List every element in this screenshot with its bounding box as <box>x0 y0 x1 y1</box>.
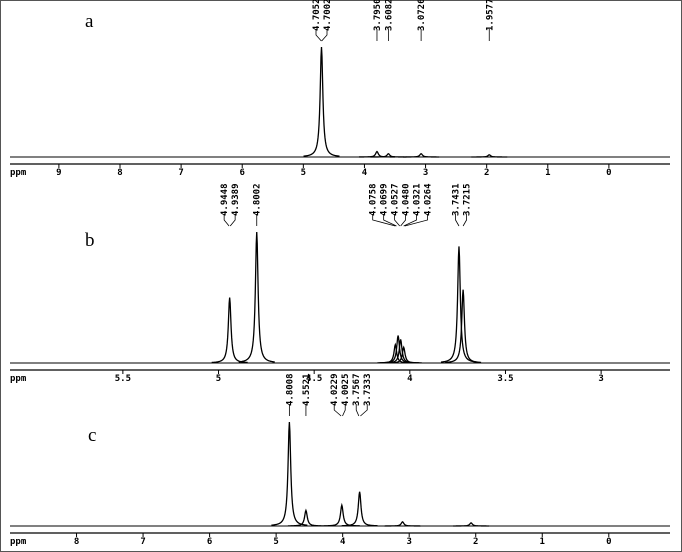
peak <box>323 502 360 527</box>
peak-label: 4.0321 <box>413 183 423 216</box>
peak-label: 3.7333 <box>363 373 373 406</box>
x-tick-label: 6 <box>207 537 212 547</box>
peak <box>287 508 324 527</box>
peak-label-connector <box>400 214 406 227</box>
peak-label-connector <box>394 214 401 227</box>
peak-label: 3.0726 <box>417 0 427 31</box>
peak-label-connector <box>321 29 328 42</box>
peak-label-connector <box>333 404 342 417</box>
peak <box>440 246 478 363</box>
peak-label: 3.7431 <box>452 183 462 216</box>
peak-label: 1.9577 <box>485 0 495 31</box>
peak-label: 3.7567 <box>352 373 362 406</box>
x-tick-label: 5 <box>216 374 221 384</box>
peak-label: 4.9389 <box>231 183 241 216</box>
peak-label-connector <box>462 214 467 227</box>
peak <box>385 345 422 364</box>
peak-label: 4.0025 <box>341 373 351 406</box>
peak-label: 4.0480 <box>402 183 412 216</box>
x-tick-label: 5.5 <box>115 374 131 384</box>
x-tick-label: 2 <box>473 537 478 547</box>
x-tick-label: 8 <box>74 537 79 547</box>
peak-label-connector <box>403 214 417 227</box>
peak <box>303 46 340 157</box>
peak-label-connector <box>342 404 346 417</box>
x-tick-label: 4 <box>407 374 413 384</box>
x-tick-label: 3.5 <box>497 374 513 384</box>
x-tick-label: 1 <box>545 168 550 178</box>
peak-label: 3.7215 <box>463 183 473 216</box>
peak-label: 4.0527 <box>391 183 401 216</box>
peak-label: 4.0264 <box>424 183 434 216</box>
peak-label: 3.7950 <box>373 0 383 31</box>
x-tick-label: 3 <box>598 374 603 384</box>
x-tick-label: 4 <box>362 168 368 178</box>
peak-label: 4.8002 <box>253 183 263 216</box>
x-tick-label: 6 <box>240 168 245 178</box>
peak <box>384 521 421 527</box>
peak <box>445 289 482 364</box>
peak-label: 4.9448 <box>220 183 230 216</box>
peak-label: 4.0758 <box>369 183 379 216</box>
x-axis-label: ppm <box>10 168 27 178</box>
peak-label-connector <box>360 404 368 417</box>
x-tick-label: 0 <box>606 168 611 178</box>
peak-label: 4.7052 <box>312 0 322 31</box>
peak-label-connector <box>355 404 360 417</box>
peak-label-connector <box>383 214 397 227</box>
x-tick-label: 3 <box>406 537 411 547</box>
x-axis-label: ppm <box>10 374 27 384</box>
x-tick-label: 5 <box>273 537 278 547</box>
peak-label-connector <box>229 214 236 227</box>
peak <box>403 152 440 158</box>
peak-label-connector <box>372 214 396 227</box>
peak <box>370 152 407 158</box>
x-tick-label: 7 <box>140 537 145 547</box>
x-tick-label: 9 <box>56 168 61 178</box>
peak-label: 4.0229 <box>330 373 340 406</box>
panel-letter: a <box>85 11 94 32</box>
x-tick-label: 4 <box>340 537 346 547</box>
peak <box>358 150 395 158</box>
peak <box>238 231 275 363</box>
peak-label: 4.0699 <box>380 183 390 216</box>
peak-label-connector <box>455 214 460 227</box>
peak-label-connector <box>315 29 322 42</box>
peak-label-connector <box>223 214 230 227</box>
peak-label: 4.5521 <box>302 373 312 406</box>
x-tick-label: 4.5 <box>306 374 322 384</box>
peak <box>471 154 508 158</box>
peak <box>341 491 378 527</box>
peak-label: 4.7002 <box>323 0 333 31</box>
x-tick-label: 7 <box>178 168 183 178</box>
x-tick-label: 0 <box>606 537 611 547</box>
peak-label-connector <box>404 214 428 227</box>
panel-letter: c <box>88 425 96 446</box>
peak <box>453 522 490 527</box>
x-tick-label: 2 <box>484 168 489 178</box>
x-axis-label: ppm <box>10 537 27 547</box>
panel-letter: b <box>85 230 95 251</box>
x-tick-label: 5 <box>301 168 306 178</box>
peak-label: 3.6082 <box>384 0 394 31</box>
x-tick-label: 8 <box>117 168 122 178</box>
peak-label: 4.8008 <box>285 373 295 406</box>
x-tick-label: 1 <box>540 537 545 547</box>
x-tick-label: 3 <box>423 168 428 178</box>
